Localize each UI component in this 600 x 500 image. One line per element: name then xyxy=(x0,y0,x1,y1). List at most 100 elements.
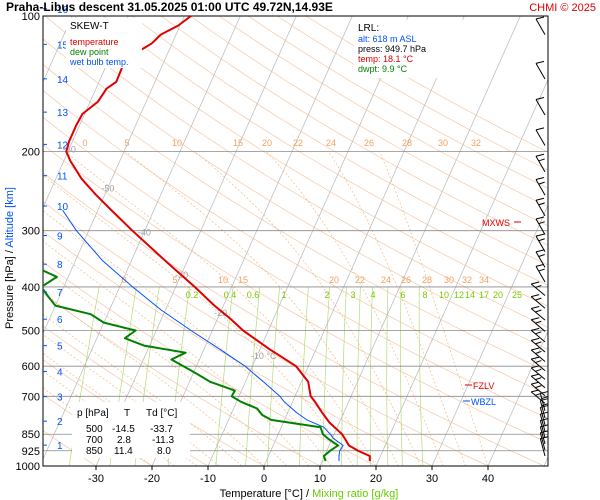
isotherm-line xyxy=(263,16,465,466)
altitude-tick-label: 2 xyxy=(57,417,63,428)
dry-adiabat-line xyxy=(305,16,548,153)
theta-upper-label: 5 xyxy=(124,138,129,148)
altitude-tick-label: 1 xyxy=(57,441,63,452)
table-row-700-p: 700 xyxy=(86,435,103,446)
wind-barb-flag xyxy=(531,347,540,351)
legend-item-dew-point: dew point xyxy=(70,47,109,57)
wind-barb-staff xyxy=(535,18,546,35)
isotherm-label: -20 xyxy=(214,308,227,318)
wind-barb-flag xyxy=(531,365,540,369)
wind-barb-flag xyxy=(531,281,540,285)
altitude-tick-label: 5 xyxy=(57,342,63,353)
dry-adiabat-line xyxy=(43,90,548,396)
theta-upper-label: 24 xyxy=(326,138,336,148)
wind-barb-staff xyxy=(530,340,546,353)
theta-upper-label: 32 xyxy=(471,138,481,148)
isotherm-line xyxy=(319,16,521,466)
wind-barb-flag xyxy=(540,404,549,408)
moist-adiabat-line xyxy=(379,151,489,466)
profiles xyxy=(43,16,371,462)
profile-temperature xyxy=(65,16,371,462)
pressure-tick-label: 1000 xyxy=(16,461,40,473)
lrl-background xyxy=(354,20,466,78)
isotherm-line xyxy=(95,16,297,466)
wind-barb-flag xyxy=(535,176,545,180)
theta-upper-label: 22 xyxy=(293,138,303,148)
lrl-title: LRL: xyxy=(358,23,379,34)
dry-adiabat-line xyxy=(276,16,548,171)
wind-barb-staff xyxy=(530,308,546,321)
theta-upper-label: 26 xyxy=(364,138,374,148)
theta-upper-label: 30 xyxy=(438,138,448,148)
altitude-tick-label: 14 xyxy=(57,75,69,86)
theta-upper-label: 0 xyxy=(82,138,87,148)
lrl-temp: temp: 18.1 °C xyxy=(358,54,414,64)
wind-barb-flag xyxy=(540,436,549,440)
moist-adiabat-line xyxy=(125,151,399,466)
wind-barb-flag xyxy=(531,294,540,298)
wind-barb-staff xyxy=(539,400,546,419)
mixing-ratio-label: 10 xyxy=(439,290,449,300)
wind-barb-staff xyxy=(539,438,546,457)
mixing-ratio-label: 8 xyxy=(422,290,427,300)
pressure-tick-label: 850 xyxy=(22,429,40,441)
wind-barb-staff xyxy=(535,129,546,146)
wind-barb-half xyxy=(538,238,545,242)
wind-barb-half xyxy=(535,341,542,345)
dry-adiabat-line xyxy=(102,16,548,286)
dry-adiabat-line xyxy=(43,261,377,466)
pressure-tick-label: 700 xyxy=(22,391,40,403)
mixing-ratio-line xyxy=(299,286,309,466)
dry-adiabat-line xyxy=(43,430,97,466)
wind-barb-half xyxy=(535,368,542,372)
isotherm-label: -50 xyxy=(101,184,114,194)
theta-mid-label: 15 xyxy=(238,275,248,285)
altitude-tick-label: 7 xyxy=(57,288,63,299)
theta-upper-label: 28 xyxy=(402,138,412,148)
wind-barb-flag xyxy=(535,216,545,220)
dry-adiabat-line xyxy=(43,63,548,373)
theta-upper-label: 15 xyxy=(233,138,243,148)
mixing-ratio-line xyxy=(245,286,261,466)
altitude-tick-label: 10 xyxy=(57,202,69,213)
mixing-ratio-label: 20 xyxy=(493,290,503,300)
copyright: CHMI © 2025 xyxy=(529,2,596,14)
wind-barb-staff xyxy=(535,266,546,283)
pressure-tick-label: 100 xyxy=(22,11,40,23)
wind-barb-half xyxy=(538,221,545,225)
dry-adiabat-line xyxy=(43,293,321,466)
x-tick-label: 40 xyxy=(482,473,494,485)
wind-barb-flag xyxy=(531,356,540,360)
x-tick-label: -30 xyxy=(88,473,104,485)
wind-barb-flag xyxy=(535,96,545,100)
table-row-850-t: 11.4 xyxy=(114,446,133,457)
isotherm-label: -10 °C xyxy=(251,351,277,361)
wind-barb-flag xyxy=(531,381,540,385)
lrl-dwpt: dwpt: 9.9 °C xyxy=(358,64,408,74)
profile-wet-bulb-temp xyxy=(62,209,344,462)
mixing-ratio-label: 17 xyxy=(479,290,489,300)
theta-mid-label: 20 xyxy=(329,275,339,285)
table-row-500-td: -33.7 xyxy=(150,424,173,435)
wind-barb-half xyxy=(538,158,545,162)
moist-adiabat-line xyxy=(194,151,422,466)
chart-title: Praha-Libus descent 31.05.2025 01:00 UTC… xyxy=(6,0,333,14)
x-tick-label: -10 xyxy=(200,473,216,485)
theta-mid-label: 24 xyxy=(381,275,391,285)
mixing-ratio-label: 0.2 xyxy=(186,290,199,300)
wind-barb-flag xyxy=(531,337,540,341)
table-row-500-t: -14.5 xyxy=(112,424,135,435)
legend-item-temperature: temperature xyxy=(70,37,119,47)
theta-mid-label: 28 xyxy=(422,275,432,285)
wind-barb-flag xyxy=(535,127,545,131)
wind-barb-staff xyxy=(535,156,546,173)
isotherm-label: -70 xyxy=(26,100,39,110)
theta-mid-label: 26 xyxy=(401,275,411,285)
dry-adiabat-line xyxy=(43,116,548,419)
mixing-ratio-line xyxy=(341,286,347,466)
wind-barb-flag xyxy=(531,317,540,321)
wbzl-label: WBZL xyxy=(471,397,496,407)
mixing-ratio-label: 25 xyxy=(512,290,522,300)
moist-adiabat-line xyxy=(43,240,310,466)
